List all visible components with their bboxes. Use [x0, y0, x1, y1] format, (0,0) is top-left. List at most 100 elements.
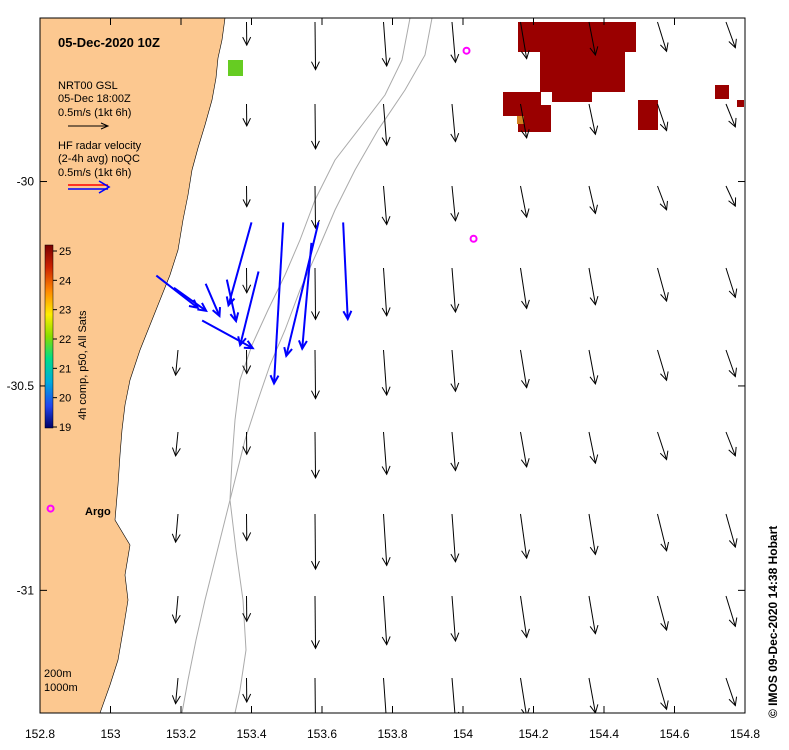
radar-legend-arrow	[68, 180, 111, 194]
isobath-1000m-label: 1000m	[44, 682, 78, 694]
model-current-arrow	[381, 185, 391, 226]
model-current-arrow	[383, 677, 387, 713]
model-current-arrow	[311, 21, 320, 71]
model-current-arrow	[725, 21, 737, 49]
model-current-arrow	[520, 431, 530, 468]
model-current-arrow	[725, 595, 738, 628]
model-current-arrow	[311, 513, 320, 571]
model-current-arrow	[657, 103, 669, 132]
x-tick-label: 153	[100, 727, 120, 741]
argo-float-marker	[469, 234, 478, 243]
x-tick-label: 153.6	[307, 727, 337, 741]
model-current-arrow	[588, 185, 598, 215]
x-tick-label: 154.6	[659, 727, 689, 741]
radar-current-arrow	[342, 222, 353, 322]
colorbar-tick-label: 19	[59, 422, 71, 434]
model-current-vectors	[171, 21, 738, 713]
model-current-arrow	[657, 431, 669, 461]
radar-current-arrow	[269, 222, 285, 386]
model-current-arrow	[657, 677, 669, 711]
radar-legend-line1: HF radar velocity	[58, 140, 142, 152]
model-current-arrow	[725, 267, 738, 299]
colorbar-tick-label: 23	[59, 305, 71, 317]
model-current-arrow	[520, 349, 530, 389]
colorbar-tick-label: 20	[59, 393, 71, 405]
radar-current-arrow	[237, 271, 260, 348]
model-current-arrow	[657, 21, 669, 53]
colorbar-tick-label: 22	[59, 334, 71, 346]
argo-float-marker	[46, 504, 55, 513]
radar-current-arrow	[225, 279, 240, 324]
x-tick-label: 152.8	[25, 727, 55, 741]
model-current-arrow	[725, 185, 737, 208]
model-current-arrow	[310, 103, 320, 151]
colorbar-ticks: 25 24 23 22 21 20 19	[53, 246, 71, 434]
model-current-arrow	[450, 595, 460, 643]
isobath-200m-label: 200m	[44, 668, 72, 680]
model-current-arrow	[725, 431, 737, 457]
model-current-arrow	[171, 431, 181, 458]
model-current-arrow	[450, 349, 460, 393]
model-current-arrow	[450, 103, 460, 143]
colorbar	[44, 244, 54, 429]
model-current-arrow	[520, 103, 530, 139]
model-current-arrow	[588, 513, 599, 556]
model-current-arrow	[450, 677, 460, 713]
radar-legend-scale: 0.5m/s (1kt 6h)	[58, 167, 131, 179]
radar-current-arrow	[225, 222, 253, 308]
radar-current-arrow	[173, 287, 208, 313]
model-current-arrow	[657, 513, 670, 552]
model-current-arrow	[381, 513, 391, 567]
model-current-arrow	[381, 349, 391, 397]
model-current-arrow	[171, 677, 181, 705]
isobath-1000m	[181, 18, 433, 713]
x-tick-label: 154.8	[730, 727, 760, 741]
model-current-arrow	[242, 431, 252, 456]
model-current-arrow	[657, 185, 668, 211]
model-current-arrow	[242, 185, 251, 208]
model-current-arrow	[520, 21, 530, 60]
model-current-arrow	[311, 595, 320, 650]
model-current-arrow	[520, 677, 530, 713]
model-current-arrow	[310, 431, 320, 479]
model-current-arrow	[171, 349, 181, 377]
model-current-arrow	[381, 21, 391, 68]
credit-text: © IMOS 09-Dec-2020 14:38 Hobart	[766, 526, 780, 718]
model-current-arrow	[171, 513, 181, 544]
colorbar-label: 4h comp, p50, All Sats	[77, 310, 89, 420]
radar-current-arrow	[201, 319, 255, 350]
radar-current-arrow	[204, 283, 221, 318]
colorbar-tick-label: 21	[59, 363, 71, 375]
model-current-arrow	[242, 349, 252, 375]
model-current-arrow	[725, 103, 737, 128]
model-current-arrow	[242, 677, 252, 704]
radar-current-arrow	[298, 242, 313, 351]
model-current-arrow	[520, 513, 530, 560]
radar-current-vectors	[155, 222, 353, 386]
x-tick-label: 153.8	[377, 727, 407, 741]
colorbar-tick-label: 25	[59, 246, 71, 258]
model-current-arrow	[381, 595, 391, 646]
coastline-land	[40, 18, 226, 713]
map-title: 05-Dec-2020 10Z	[58, 35, 160, 50]
x-tick-label: 153.4	[236, 727, 266, 741]
model-current-arrow	[242, 21, 252, 47]
model-current-arrow	[588, 103, 599, 136]
model-current-arrow	[242, 595, 252, 623]
model-current-arrow	[311, 267, 320, 321]
model-current-arrow	[450, 513, 460, 563]
model-legend-time: 05-Dec 18:00Z	[58, 93, 131, 105]
model-current-arrow	[242, 513, 252, 542]
model-current-arrow	[725, 677, 738, 707]
radar-current-arrow	[283, 222, 320, 358]
model-current-arrow	[725, 513, 738, 549]
model-current-arrow	[311, 349, 320, 400]
model-current-arrow	[588, 595, 599, 635]
x-tick-label: 153.2	[166, 727, 196, 741]
model-current-arrow	[450, 21, 460, 64]
model-legend-scale: 0.5m/s (1kt 6h)	[58, 107, 131, 119]
x-tick-label: 154.4	[589, 727, 619, 741]
model-current-arrow	[171, 595, 181, 624]
x-tick-label: 154	[453, 727, 473, 741]
axis-ticks: 152.8 153 153.2 153.4 153.6 153.8 154 154.2 154.…	[7, 18, 760, 741]
